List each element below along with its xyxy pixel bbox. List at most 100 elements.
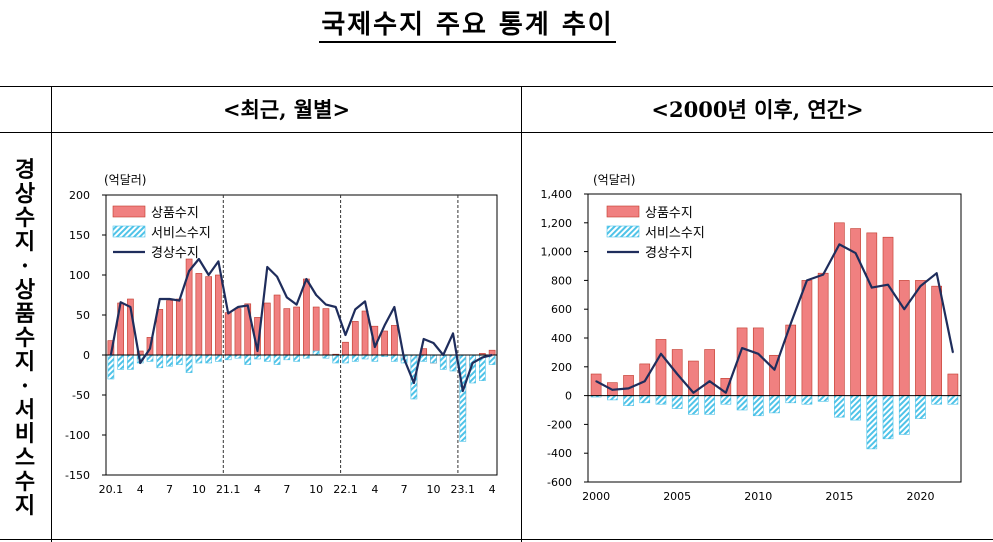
current-account-point [643, 380, 646, 382]
monthly-chart: (억달러) 200 150 100 50 0 -50 -100 -150 20.1 4 7 10 21.1… [65, 173, 498, 496]
goods-bar [303, 278, 310, 356]
current-account-point [887, 283, 889, 286]
goods-bar [175, 298, 183, 356]
current-account-point [461, 390, 464, 392]
goods-bar [947, 373, 959, 396]
current-account-point [481, 356, 484, 359]
current-account-point [374, 346, 376, 348]
current-account-point [266, 266, 269, 268]
current-account-point [334, 306, 337, 308]
row-label-char: 수 [14, 325, 36, 351]
x-tick-label: 4 [489, 483, 496, 496]
y-tick-label: 200 [551, 361, 572, 374]
legend-services-swatch [606, 225, 640, 238]
services-bar [866, 395, 878, 450]
current-account-point [692, 391, 695, 394]
services-bar [107, 354, 115, 380]
row-label-char: 서 [14, 397, 36, 423]
services-bar [293, 354, 300, 362]
goods-bar [898, 280, 910, 396]
current-account-point [217, 260, 220, 263]
legend-label: 서비스수지 [151, 226, 211, 241]
goods-bar [322, 308, 330, 356]
current-account-point [789, 322, 792, 325]
current-account-point [854, 252, 857, 254]
x-tick-label: 4 [254, 483, 261, 496]
goods-bar [312, 306, 320, 356]
goods-bar [915, 280, 926, 396]
services-bar [420, 354, 428, 362]
x-tick-label: 21.1 [216, 483, 241, 496]
y-tick-label: -400 [547, 447, 572, 460]
current-account-point [256, 350, 259, 352]
current-account-point [773, 368, 776, 371]
current-account-point [129, 306, 132, 308]
services-bar [834, 395, 845, 418]
row-label-char: 수 [14, 205, 36, 231]
x-tick-label: 7 [401, 483, 408, 496]
services-bar [117, 354, 124, 370]
y-tick-label: 150 [69, 229, 90, 242]
current-account-point [432, 342, 435, 344]
y-tick-label: 0 [565, 390, 572, 403]
current-account-point [611, 389, 614, 391]
goods-bar [361, 310, 369, 356]
goods-bar [882, 236, 894, 396]
table-top-border [0, 86, 993, 87]
current-account-point [227, 312, 229, 315]
goods-bar [752, 327, 764, 396]
y-tick-label: -100 [65, 429, 90, 442]
current-account-point [452, 332, 454, 335]
services-bar [156, 354, 164, 369]
goods-bar [704, 349, 715, 396]
services-bar [688, 395, 699, 415]
current-account-point [903, 308, 906, 310]
services-bar [623, 395, 634, 406]
current-account-point [935, 272, 938, 274]
services-bar [736, 395, 748, 411]
services-bar [439, 354, 447, 370]
services-bar [704, 395, 715, 415]
goods-bar [351, 321, 359, 356]
row-label-char: 스 [14, 445, 36, 471]
current-account-point [325, 303, 327, 306]
x-tick-label: 10 [309, 483, 323, 496]
goods-bar [623, 375, 634, 396]
services-bar [185, 354, 193, 373]
x-tick-label: 2010 [744, 490, 772, 503]
page-title: 국제수지 주요 통계 추이 [0, 4, 935, 43]
services-bar [332, 354, 340, 364]
current-account-point [188, 270, 190, 272]
row-label-char: 상 [14, 277, 36, 303]
goods-bar [342, 341, 349, 356]
current-account-point [198, 258, 200, 260]
current-account-point [838, 243, 841, 246]
label-column-divider [51, 86, 52, 542]
goods-bar [817, 272, 829, 396]
services-bar [195, 354, 203, 364]
row-label-char: 상 [14, 181, 36, 207]
x-tick-label: 4 [371, 483, 378, 496]
current-account-point [110, 354, 112, 356]
right-column-header: <2000년 이후, 연간> [651, 97, 864, 122]
y-tick-label: 800 [551, 274, 572, 287]
unit-label: (억달러) [104, 173, 146, 187]
current-account-point [149, 347, 151, 350]
current-account-point [237, 306, 239, 308]
services-bar [312, 350, 320, 356]
current-account-point [305, 278, 308, 280]
services-bar [817, 395, 829, 402]
services-bar [273, 354, 281, 365]
current-account-point [491, 354, 493, 356]
services-bar [449, 354, 457, 372]
services-bar [655, 395, 667, 405]
row-label-char: · [21, 253, 29, 279]
x-tick-label: 7 [166, 483, 173, 496]
current-account-point [676, 373, 678, 375]
services-bar [166, 354, 173, 367]
services-bar [882, 395, 894, 440]
services-bar [146, 354, 154, 362]
current-account-point [708, 380, 711, 382]
services-bar [785, 395, 797, 404]
goods-bar [195, 273, 203, 356]
